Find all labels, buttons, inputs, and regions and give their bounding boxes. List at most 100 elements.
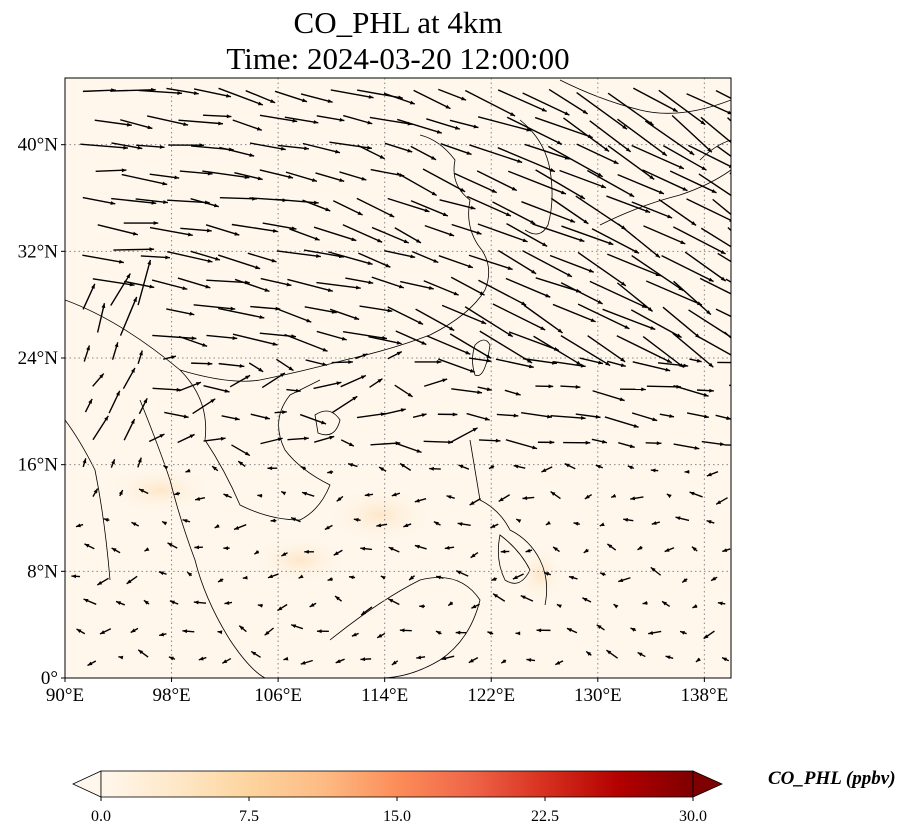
wind-arrow-shaft (644, 120, 695, 156)
wind-arrow-head (424, 208, 430, 213)
wind-arrow-head (147, 125, 153, 130)
wind-arrow-shaft (607, 253, 661, 277)
wind-arrow-head (217, 630, 223, 635)
wind-arrow-head (641, 304, 647, 308)
wind-arrow-head (701, 166, 707, 171)
wind-arrow-head (403, 523, 409, 528)
wind-arrow-head (183, 414, 189, 419)
wind-arrow-head (606, 650, 612, 655)
wind-arrow-head (234, 525, 240, 530)
wind-arrow-head (103, 518, 109, 522)
wind-arrow-head (530, 220, 536, 224)
wind-arrow-shaft (586, 169, 635, 198)
wind-arrow-head (460, 187, 466, 192)
wind-arrow-shaft (166, 87, 199, 95)
wind-arrow-shaft (632, 87, 678, 113)
wind-arrow-head (708, 362, 714, 368)
wind-arrow-head (580, 415, 586, 420)
wind-arrow-head (348, 442, 354, 447)
wind-arrow-head (532, 445, 538, 450)
wind-arrow-head (368, 94, 374, 99)
wind-arrow-head (703, 634, 709, 639)
wind-arrow-head (267, 466, 273, 471)
wind-arrow-shaft (137, 259, 152, 306)
wind-arrow-head (335, 149, 340, 154)
wind-arrow-head (304, 436, 309, 441)
wind-arrow-head (445, 104, 451, 109)
wind-arrow-shaft (521, 411, 553, 418)
wind-arrow-shaft (497, 249, 537, 275)
wind-arrow-shaft (522, 250, 573, 278)
wind-arrow-head (327, 577, 333, 581)
wind-arrow-head (222, 659, 228, 664)
wind-arrow-head (377, 633, 383, 638)
wind-arrow-head (254, 549, 260, 555)
wind-arrow-head (410, 254, 416, 259)
wind-arrow-head (88, 398, 93, 404)
wind-arrow-shaft (303, 249, 344, 258)
wind-arrow-shaft (111, 197, 157, 205)
wind-arrow-head (665, 655, 671, 660)
wind-arrow-shaft (250, 305, 281, 310)
wind-arrow-shaft (316, 115, 345, 122)
wind-arrow-head (637, 652, 643, 657)
wind-arrow-head (322, 362, 328, 367)
wind-arrow-shaft (277, 308, 312, 323)
wind-arrow-head (83, 598, 89, 603)
wind-arrow-head (71, 574, 77, 579)
wind-arrow-head (215, 256, 220, 261)
wind-arrow-head (473, 124, 479, 129)
wind-arrow-head (149, 284, 155, 289)
wind-arrow-head (720, 276, 726, 282)
wind-arrow-head (110, 201, 116, 205)
wind-arrow-shaft (673, 384, 709, 397)
wind-arrow-head (367, 261, 373, 265)
wind-arrow-shaft (606, 195, 651, 214)
wind-arrow-shaft (671, 114, 713, 153)
wind-arrow-shaft (497, 147, 556, 173)
wind-arrow-head (182, 519, 188, 523)
wind-arrow-head (302, 98, 307, 103)
wind-arrow-head (576, 360, 582, 365)
wind-arrow-head (133, 296, 137, 302)
wind-arrow-head (118, 655, 124, 660)
wind-arrow-head (354, 316, 360, 320)
wind-arrow-shaft (110, 88, 156, 92)
wind-arrow-head (720, 249, 726, 254)
wind-arrow-shaft (369, 116, 413, 126)
wind-arrow-shaft (119, 296, 138, 336)
wind-arrow-head (193, 600, 199, 605)
wind-arrow-head (321, 420, 327, 425)
wind-arrow-head (387, 308, 393, 313)
wind-arrow-head (126, 122, 132, 127)
x-tick-label: 106°E (254, 685, 302, 706)
wind-arrow-head (545, 520, 551, 525)
wind-arrow-head (214, 524, 220, 528)
wind-arrow-shaft (589, 280, 648, 309)
wind-arrow-shaft (479, 330, 533, 364)
wind-arrow-head (191, 336, 197, 341)
wind-arrow-head (355, 285, 361, 290)
wind-arrow-head (471, 604, 477, 609)
wind-arrow-head (316, 629, 322, 634)
wind-arrow-head (667, 214, 673, 219)
wind-arrow-head (711, 189, 717, 193)
wind-arrow-head (700, 120, 706, 125)
wind-arrow-head (176, 387, 182, 392)
wind-arrow-shaft (205, 224, 240, 236)
wind-arrow-head (99, 373, 104, 379)
wind-arrow-shaft (329, 141, 372, 150)
wind-arrow-head (553, 546, 558, 552)
wind-arrow-head (251, 651, 257, 656)
wind-arrow-head (620, 363, 626, 367)
wind-arrow-head (238, 461, 244, 466)
wind-arrow-head (467, 264, 473, 268)
wind-arrow-shaft (82, 254, 124, 264)
wind-arrow-head (118, 490, 123, 496)
wind-arrow-head (446, 495, 452, 499)
wind-arrow-head (490, 524, 496, 528)
wind-arrow-shaft (657, 362, 689, 367)
wind-arrow-head (279, 372, 285, 378)
wind-arrow-shaft (576, 143, 619, 165)
wind-arrow-shaft (345, 277, 374, 284)
